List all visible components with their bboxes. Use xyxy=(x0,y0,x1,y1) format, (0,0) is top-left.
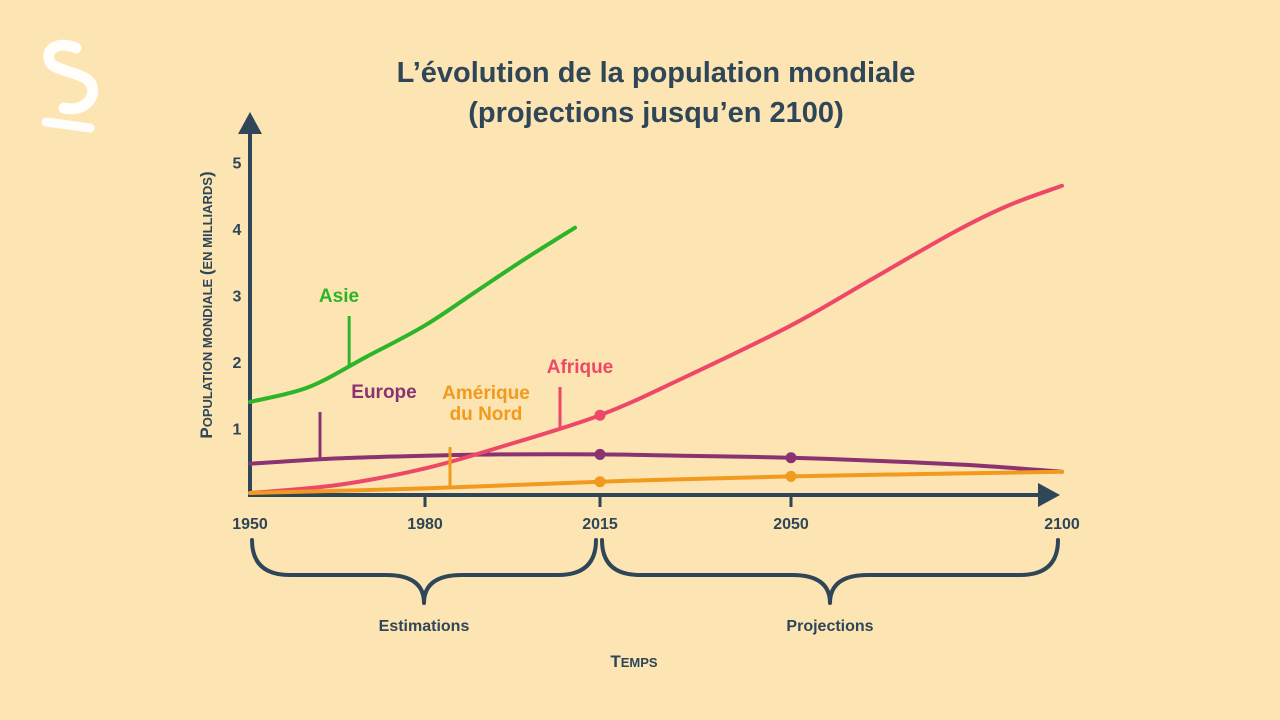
series-marker xyxy=(785,470,797,482)
x-tick-label: 1980 xyxy=(407,516,443,533)
y-axis-arrow-icon xyxy=(238,112,262,134)
brand-s-logo-icon xyxy=(41,39,99,133)
x-axis-arrow-icon xyxy=(1038,483,1060,507)
series-line xyxy=(248,183,1064,496)
series-label: Amérique xyxy=(442,383,530,404)
series-line xyxy=(248,452,1064,474)
y-axis-label: POPULATION MONDIALE (EN MILLIARDS) xyxy=(197,171,216,438)
x-axis-label-part: T xyxy=(610,652,621,671)
x-tick-label: 1950 xyxy=(232,516,268,533)
y-axis-label-part: EN MILLIARDS xyxy=(200,177,215,270)
series-label: Afrique xyxy=(547,357,614,378)
series-label: Asie xyxy=(319,286,359,307)
x-tick-label: 2050 xyxy=(773,516,809,533)
series-marker xyxy=(785,452,797,464)
x-axis-label: TEMPS xyxy=(610,652,658,671)
ticks: 1950 1980 2015 2050 2100 1 2 3 4 5 xyxy=(232,156,1080,534)
x-axis-label-part: EMPS xyxy=(621,655,658,670)
series-marker xyxy=(594,409,606,421)
chart-title-line-1: L’évolution de la population mondiale xyxy=(397,57,916,89)
chart-title-line-2: (projections jusqu’en 2100) xyxy=(468,97,843,129)
y-tick-label: 5 xyxy=(233,156,242,173)
series-label: du Nord xyxy=(450,404,523,425)
series-marker xyxy=(594,448,606,460)
period-label: Estimations xyxy=(379,618,470,635)
x-tick-label: 2100 xyxy=(1044,516,1080,533)
axes xyxy=(238,112,1060,507)
x-tick-label: 2015 xyxy=(582,516,618,533)
y-tick-label: 1 xyxy=(233,422,242,439)
period-brace xyxy=(250,538,598,605)
y-tick-label: 3 xyxy=(233,289,242,306)
y-tick-label: 4 xyxy=(233,222,242,239)
y-axis-label-part: ) xyxy=(197,171,216,177)
y-axis-label-part: ( xyxy=(197,269,216,275)
period-brace xyxy=(600,538,1060,605)
y-axis-label-part: P xyxy=(197,427,216,438)
y-axis-label-part: OPULATION MONDIALE xyxy=(200,275,215,427)
series-line xyxy=(248,469,1064,496)
series-label: Europe xyxy=(351,382,416,403)
y-tick-label: 2 xyxy=(233,355,242,372)
series-line xyxy=(248,225,577,404)
series-marker xyxy=(594,476,606,488)
period-label: Projections xyxy=(786,618,873,635)
period-braces: Estimations Projections xyxy=(250,538,1060,635)
